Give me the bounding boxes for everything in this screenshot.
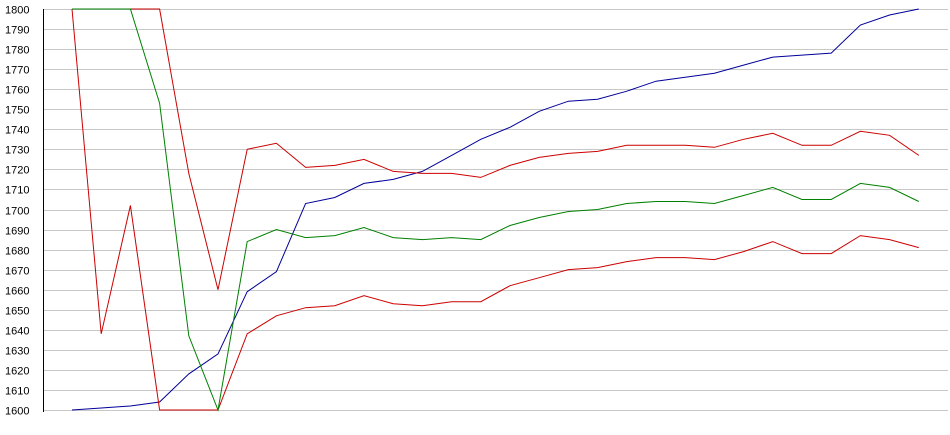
y-tick-label: 1730: [5, 145, 29, 157]
y-tick-labels: 1600 1610 1620 1630 1640 1650 1660 1670 1680 1690…: [5, 5, 29, 418]
y-tick-label: 1740: [5, 125, 29, 137]
y-tick-label: 1640: [5, 326, 29, 338]
y-tick-label: 1710: [5, 185, 29, 197]
series-line-1: [71, 8, 919, 411]
y-tick-label: 1670: [5, 266, 29, 278]
grid: [43, 9, 948, 412]
series-lines: [71, 8, 920, 412]
y-tick-label: 1790: [5, 25, 29, 37]
y-tick-label: 1720: [5, 165, 29, 177]
y-tick-label: 1680: [5, 246, 29, 258]
y-tick-label: 1690: [5, 226, 29, 238]
y-tick-label: 1630: [5, 346, 29, 358]
series-line-2: [71, 8, 919, 411]
y-tick-label: 1700: [5, 206, 29, 218]
y-tick-label: 1660: [5, 286, 29, 298]
y-tick-label: 1650: [5, 306, 29, 318]
y-tick-label: 1620: [5, 366, 29, 378]
series-line-4: [72, 8, 920, 412]
y-tick-label: 1780: [5, 45, 29, 57]
y-tick-label: 1800: [5, 5, 29, 17]
y-tick-label: 1610: [5, 386, 29, 398]
y-tick-label: 1750: [5, 105, 29, 117]
y-tick-label: 1760: [5, 85, 29, 97]
series-line-3: [72, 8, 920, 290]
y-tick-label: 1600: [5, 406, 29, 418]
y-tick-label: 1770: [5, 65, 29, 77]
